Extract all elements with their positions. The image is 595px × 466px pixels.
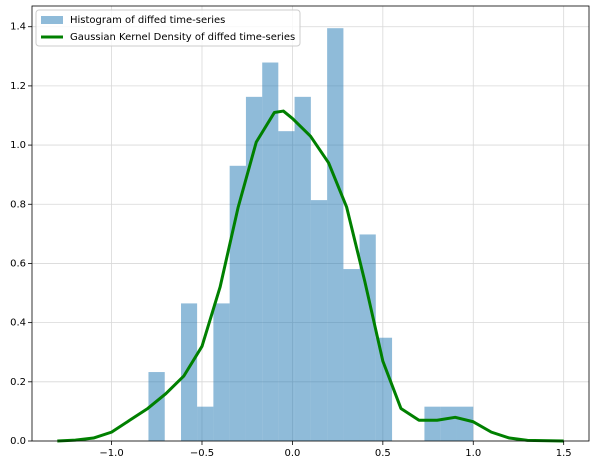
legend-box (35, 9, 301, 47)
x-tick-label: 1.5 (556, 448, 572, 459)
histogram-bar (262, 62, 279, 441)
y-tick-label: 0.4 (10, 318, 26, 329)
histogram-bar (456, 406, 474, 441)
y-tick-label: 0.2 (10, 377, 26, 388)
axes-frame (31, 5, 590, 442)
histogram-bar (424, 406, 441, 441)
histogram-bar (375, 337, 393, 441)
histogram-bar (343, 269, 360, 441)
histogram-bar (440, 406, 457, 441)
histogram-bar (213, 303, 230, 441)
histogram-bar (310, 200, 328, 441)
ticks: −1.0 −0.5 0.0 0.5 1.0 1.5 0.0 0.2 0.4 0.6 0.8 1.0 1.… (10, 22, 572, 459)
x-tick-label: 0.0 (284, 448, 300, 459)
histogram-bar (229, 165, 246, 442)
legend-label: Gaussian Kernel Density of diffed time-s… (70, 32, 295, 43)
x-tick-label: −1.0 (99, 448, 123, 459)
histogram-bar (327, 28, 344, 441)
y-tick-label: 1.4 (10, 22, 26, 33)
grid (32, 6, 589, 442)
histogram-bar (245, 96, 263, 442)
x-tick-label: −0.5 (190, 448, 214, 459)
legend-swatch (41, 16, 63, 24)
y-tick-label: 0.8 (10, 199, 26, 210)
y-tick-label: 0.6 (10, 258, 26, 269)
x-tick-label: 1.0 (465, 448, 481, 459)
histogram-bar (294, 96, 311, 442)
y-tick-label: 1.2 (10, 81, 26, 92)
legend: Histogram of diffed time-series Gaussian … (35, 9, 301, 47)
density-line (57, 109, 564, 443)
histogram-bar (359, 234, 376, 441)
y-tick-label: 1.0 (10, 140, 26, 151)
y-tick-label: 0.0 (10, 436, 26, 447)
legend-label: Histogram of diffed time-series (70, 15, 225, 26)
histogram-bar (278, 131, 295, 441)
histogram-bar (148, 372, 165, 441)
histogram-bar (181, 303, 198, 441)
plot-marks (57, 28, 564, 443)
x-tick-label: 0.5 (375, 448, 391, 459)
histogram-bar (197, 406, 214, 441)
